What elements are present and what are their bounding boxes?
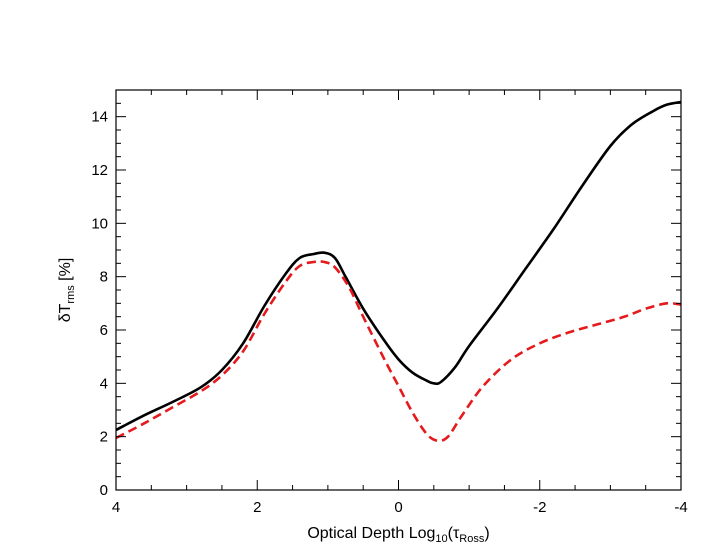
y-tick-label: 4 <box>100 375 108 392</box>
y-tick-label: 12 <box>91 162 108 179</box>
series-line-2 <box>115 260 682 443</box>
y-axis-label: δTrms [%] <box>57 258 77 323</box>
x-tick-label: -4 <box>674 499 687 516</box>
series-line-1 <box>115 100 682 432</box>
x-tick-label: -2 <box>533 499 546 516</box>
x-tick-label: 4 <box>112 499 120 516</box>
x-axis-label-mid: (τ <box>448 525 460 542</box>
x-tick-label: 2 <box>253 499 261 516</box>
y-tick-label: 8 <box>100 269 108 286</box>
y-tick-label: 10 <box>91 215 108 232</box>
y-axis-label-prefix: δT <box>57 303 74 322</box>
y-tick-label: 14 <box>91 109 108 126</box>
y-tick-label: 2 <box>100 429 108 446</box>
x-tick-label: 0 <box>394 499 402 516</box>
series-group <box>115 100 682 443</box>
x-axis-label: Optical Depth Log10(τRoss) <box>307 525 489 545</box>
y-tick-label: 0 <box>100 482 108 499</box>
plot-frame <box>115 89 682 491</box>
y-tick-label: 6 <box>100 322 108 339</box>
x-axis-label-suffix: ) <box>484 525 489 542</box>
y-axis-label-subscript: rms <box>65 285 77 304</box>
axis-ticks <box>115 89 682 491</box>
x-axis-label-subscript-2: Ross <box>459 533 485 545</box>
axis-tick-labels: 4 2 0 -2 -4 0 2 4 6 8 10 12 14 <box>91 109 687 516</box>
x-axis-label-subscript: 10 <box>435 533 447 545</box>
y-axis-label-suffix: [%] <box>57 258 74 286</box>
x-axis-label-prefix: Optical Depth Log <box>307 525 435 542</box>
